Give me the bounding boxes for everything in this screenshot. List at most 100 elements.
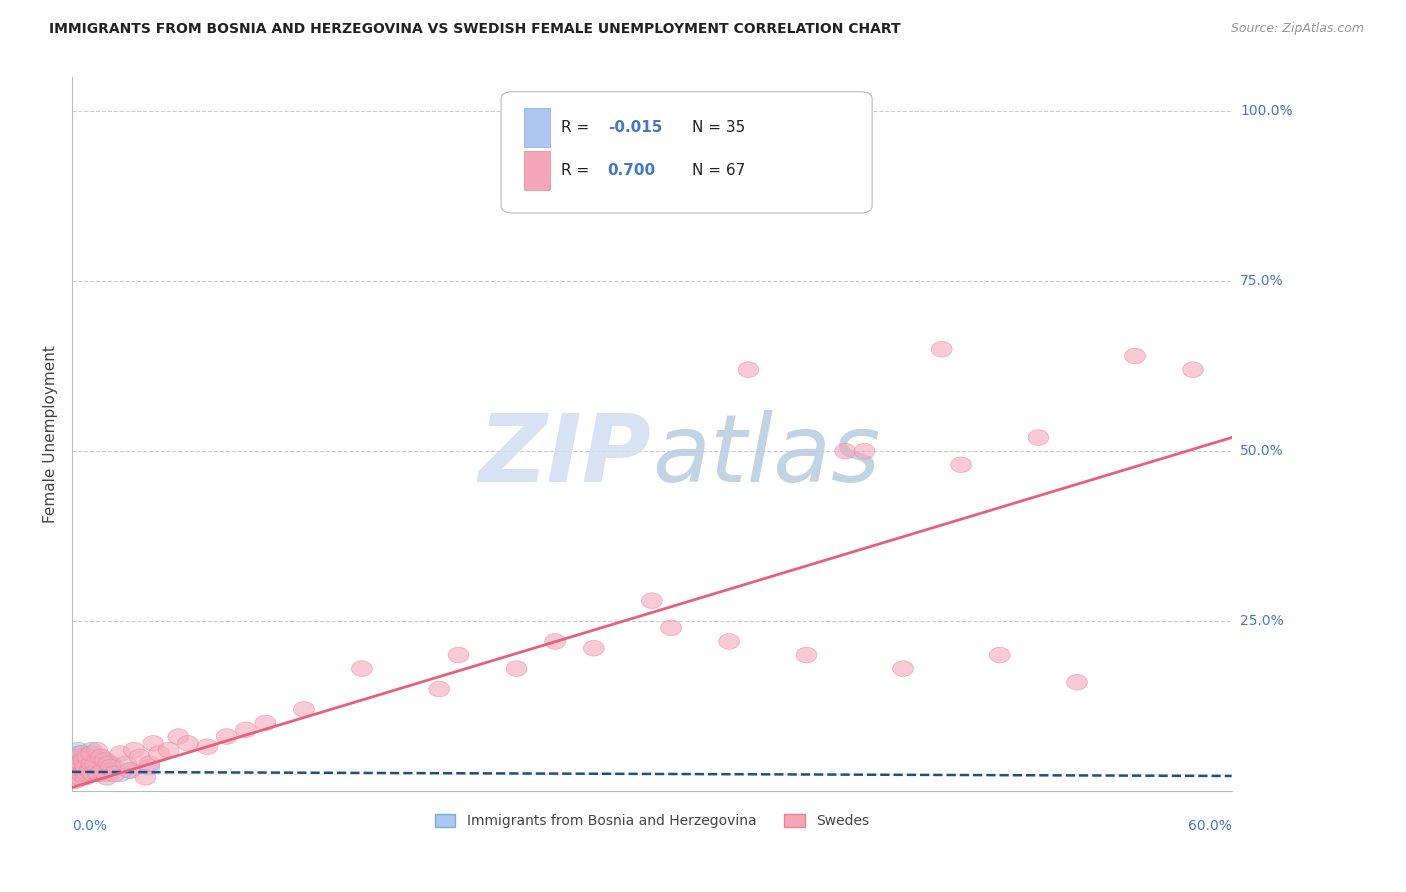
- Ellipse shape: [66, 756, 86, 772]
- Ellipse shape: [254, 715, 276, 731]
- Ellipse shape: [100, 756, 121, 772]
- Ellipse shape: [236, 722, 256, 738]
- Legend: Immigrants from Bosnia and Herzegovina, Swedes: Immigrants from Bosnia and Herzegovina, …: [429, 809, 875, 834]
- Ellipse shape: [73, 763, 94, 779]
- FancyBboxPatch shape: [524, 108, 550, 147]
- Ellipse shape: [72, 766, 93, 781]
- Text: N = 67: N = 67: [692, 162, 745, 178]
- Ellipse shape: [1028, 430, 1049, 445]
- Ellipse shape: [429, 681, 450, 697]
- Ellipse shape: [90, 749, 111, 764]
- Ellipse shape: [120, 763, 141, 779]
- Ellipse shape: [84, 756, 105, 772]
- Ellipse shape: [89, 759, 110, 775]
- Ellipse shape: [1125, 348, 1146, 364]
- Ellipse shape: [75, 770, 96, 785]
- Ellipse shape: [90, 749, 111, 764]
- Ellipse shape: [75, 756, 96, 772]
- Ellipse shape: [84, 756, 105, 772]
- Ellipse shape: [718, 633, 740, 649]
- Ellipse shape: [82, 759, 101, 775]
- Ellipse shape: [69, 746, 90, 762]
- Ellipse shape: [63, 756, 84, 772]
- Ellipse shape: [149, 746, 169, 762]
- Ellipse shape: [177, 736, 198, 751]
- Ellipse shape: [72, 763, 93, 779]
- Ellipse shape: [75, 759, 96, 775]
- Text: atlas: atlas: [652, 410, 880, 501]
- Ellipse shape: [835, 443, 855, 459]
- Ellipse shape: [87, 766, 108, 781]
- Text: 75.0%: 75.0%: [1240, 275, 1284, 288]
- Ellipse shape: [641, 593, 662, 608]
- Ellipse shape: [69, 756, 90, 772]
- Ellipse shape: [98, 756, 120, 772]
- Ellipse shape: [120, 763, 141, 779]
- Ellipse shape: [159, 742, 179, 758]
- Ellipse shape: [124, 742, 145, 758]
- Ellipse shape: [82, 742, 101, 758]
- Ellipse shape: [94, 753, 115, 768]
- Ellipse shape: [69, 766, 90, 781]
- Ellipse shape: [66, 772, 86, 789]
- Text: -0.015: -0.015: [607, 120, 662, 135]
- Ellipse shape: [110, 746, 131, 762]
- Ellipse shape: [544, 633, 565, 649]
- Ellipse shape: [69, 756, 90, 772]
- Ellipse shape: [661, 620, 682, 636]
- Ellipse shape: [67, 749, 89, 764]
- Ellipse shape: [77, 753, 98, 768]
- Ellipse shape: [853, 443, 875, 459]
- Ellipse shape: [115, 756, 136, 772]
- Ellipse shape: [950, 457, 972, 473]
- Ellipse shape: [66, 763, 86, 779]
- Text: IMMIGRANTS FROM BOSNIA AND HERZEGOVINA VS SWEDISH FEMALE UNEMPLOYMENT CORRELATIO: IMMIGRANTS FROM BOSNIA AND HERZEGOVINA V…: [49, 22, 901, 37]
- Ellipse shape: [931, 342, 952, 357]
- Ellipse shape: [1067, 674, 1087, 690]
- Ellipse shape: [82, 746, 101, 762]
- Text: R =: R =: [561, 120, 595, 135]
- Ellipse shape: [67, 759, 89, 775]
- Ellipse shape: [87, 742, 108, 758]
- Text: R =: R =: [561, 162, 595, 178]
- Ellipse shape: [104, 759, 125, 775]
- Text: 60.0%: 60.0%: [1188, 820, 1232, 833]
- Ellipse shape: [110, 766, 131, 781]
- Ellipse shape: [82, 756, 101, 772]
- Ellipse shape: [73, 749, 94, 764]
- Ellipse shape: [83, 766, 104, 781]
- Ellipse shape: [63, 766, 84, 781]
- FancyBboxPatch shape: [524, 151, 550, 190]
- Text: 50.0%: 50.0%: [1240, 444, 1284, 458]
- Text: N = 35: N = 35: [692, 120, 745, 135]
- Ellipse shape: [67, 742, 89, 758]
- Text: ZIP: ZIP: [479, 409, 652, 501]
- Ellipse shape: [449, 648, 470, 663]
- Text: 0.0%: 0.0%: [72, 820, 107, 833]
- Ellipse shape: [75, 766, 96, 781]
- Ellipse shape: [79, 766, 100, 781]
- Ellipse shape: [143, 736, 163, 751]
- FancyBboxPatch shape: [501, 92, 872, 213]
- Ellipse shape: [73, 759, 94, 775]
- Ellipse shape: [796, 648, 817, 663]
- Ellipse shape: [72, 746, 93, 762]
- Ellipse shape: [79, 763, 100, 779]
- Ellipse shape: [135, 770, 156, 785]
- Ellipse shape: [893, 661, 914, 676]
- Ellipse shape: [104, 766, 125, 781]
- Text: 100.0%: 100.0%: [1240, 104, 1292, 119]
- Ellipse shape: [94, 753, 115, 768]
- Ellipse shape: [583, 640, 605, 657]
- Ellipse shape: [129, 749, 150, 764]
- Ellipse shape: [72, 770, 93, 785]
- Y-axis label: Female Unemployment: Female Unemployment: [44, 345, 58, 523]
- Text: 25.0%: 25.0%: [1240, 614, 1284, 628]
- Ellipse shape: [97, 770, 117, 785]
- Ellipse shape: [217, 729, 238, 745]
- Ellipse shape: [139, 756, 160, 772]
- Ellipse shape: [738, 362, 759, 377]
- Ellipse shape: [72, 753, 93, 768]
- Ellipse shape: [79, 749, 100, 764]
- Ellipse shape: [100, 759, 121, 775]
